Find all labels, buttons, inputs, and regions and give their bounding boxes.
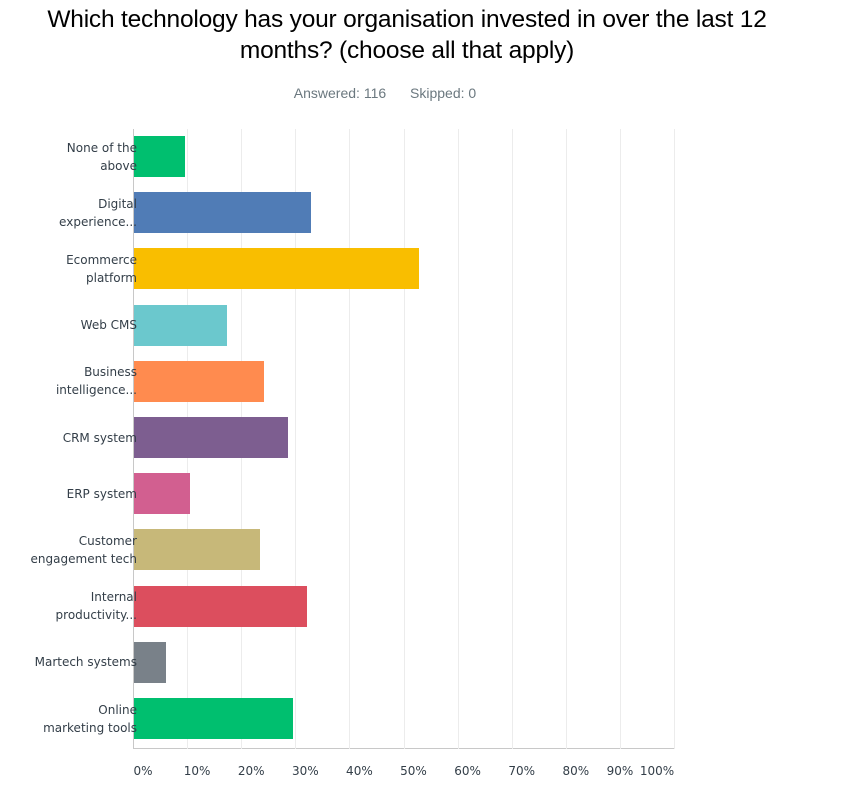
gridline: [565, 129, 567, 749]
bar[interactable]: [134, 641, 167, 683]
bar[interactable]: [134, 136, 186, 177]
x-tick-label: 70%: [508, 764, 536, 778]
x-tick-label: 50%: [400, 764, 427, 778]
y-axis: [133, 129, 134, 749]
category-label: Online marketing tools: [43, 702, 137, 735]
category-label: Web CMS: [80, 318, 137, 333]
category-label: None of the above: [66, 140, 137, 173]
bar[interactable]: [134, 585, 307, 627]
bar[interactable]: [134, 698, 293, 739]
x-tick-label: 30%: [291, 764, 319, 778]
gridline: [619, 129, 621, 749]
bar[interactable]: [134, 248, 419, 290]
x-tick-label: 10%: [183, 764, 211, 778]
bar[interactable]: [134, 417, 288, 458]
question-title: Which technology has your organisation i…: [47, 6, 767, 64]
category-label: CRM system: [62, 430, 137, 445]
bar[interactable]: [134, 304, 228, 346]
x-tick-label: 100%: [639, 764, 675, 778]
category-label: ERP system: [66, 486, 137, 501]
x-tick-label: 80%: [562, 764, 590, 778]
gridline: [295, 129, 297, 749]
response-summary: Answered: 116 Skipped: 0: [0, 85, 770, 101]
gridline: [511, 129, 513, 749]
answered-count: Answered: 116: [293, 85, 387, 101]
category-label: Ecommerce platform: [66, 252, 137, 285]
bar-chart: [133, 129, 675, 749]
bar[interactable]: [134, 473, 190, 515]
category-label: Digital experience...: [59, 196, 137, 229]
gridline: [457, 129, 459, 749]
bar[interactable]: [134, 360, 265, 402]
bar[interactable]: [134, 529, 261, 571]
x-tick-label: 90%: [606, 764, 634, 778]
category-label: Business intelligence...: [55, 365, 137, 398]
x-tick-label: 0%: [133, 764, 153, 778]
x-tick-label: 60%: [454, 764, 481, 778]
skipped-count: Skipped: 0: [410, 85, 477, 101]
category-label: Internal productivity...: [55, 590, 137, 623]
category-label: Martech systems: [34, 655, 137, 670]
x-tick-label: 40%: [346, 764, 373, 778]
bar[interactable]: [134, 192, 312, 234]
gridline: [349, 129, 351, 749]
gridline: [674, 129, 675, 749]
x-tick-label: 20%: [237, 764, 265, 778]
category-label: Customer engagement tech: [30, 533, 137, 566]
gridline: [403, 129, 405, 749]
